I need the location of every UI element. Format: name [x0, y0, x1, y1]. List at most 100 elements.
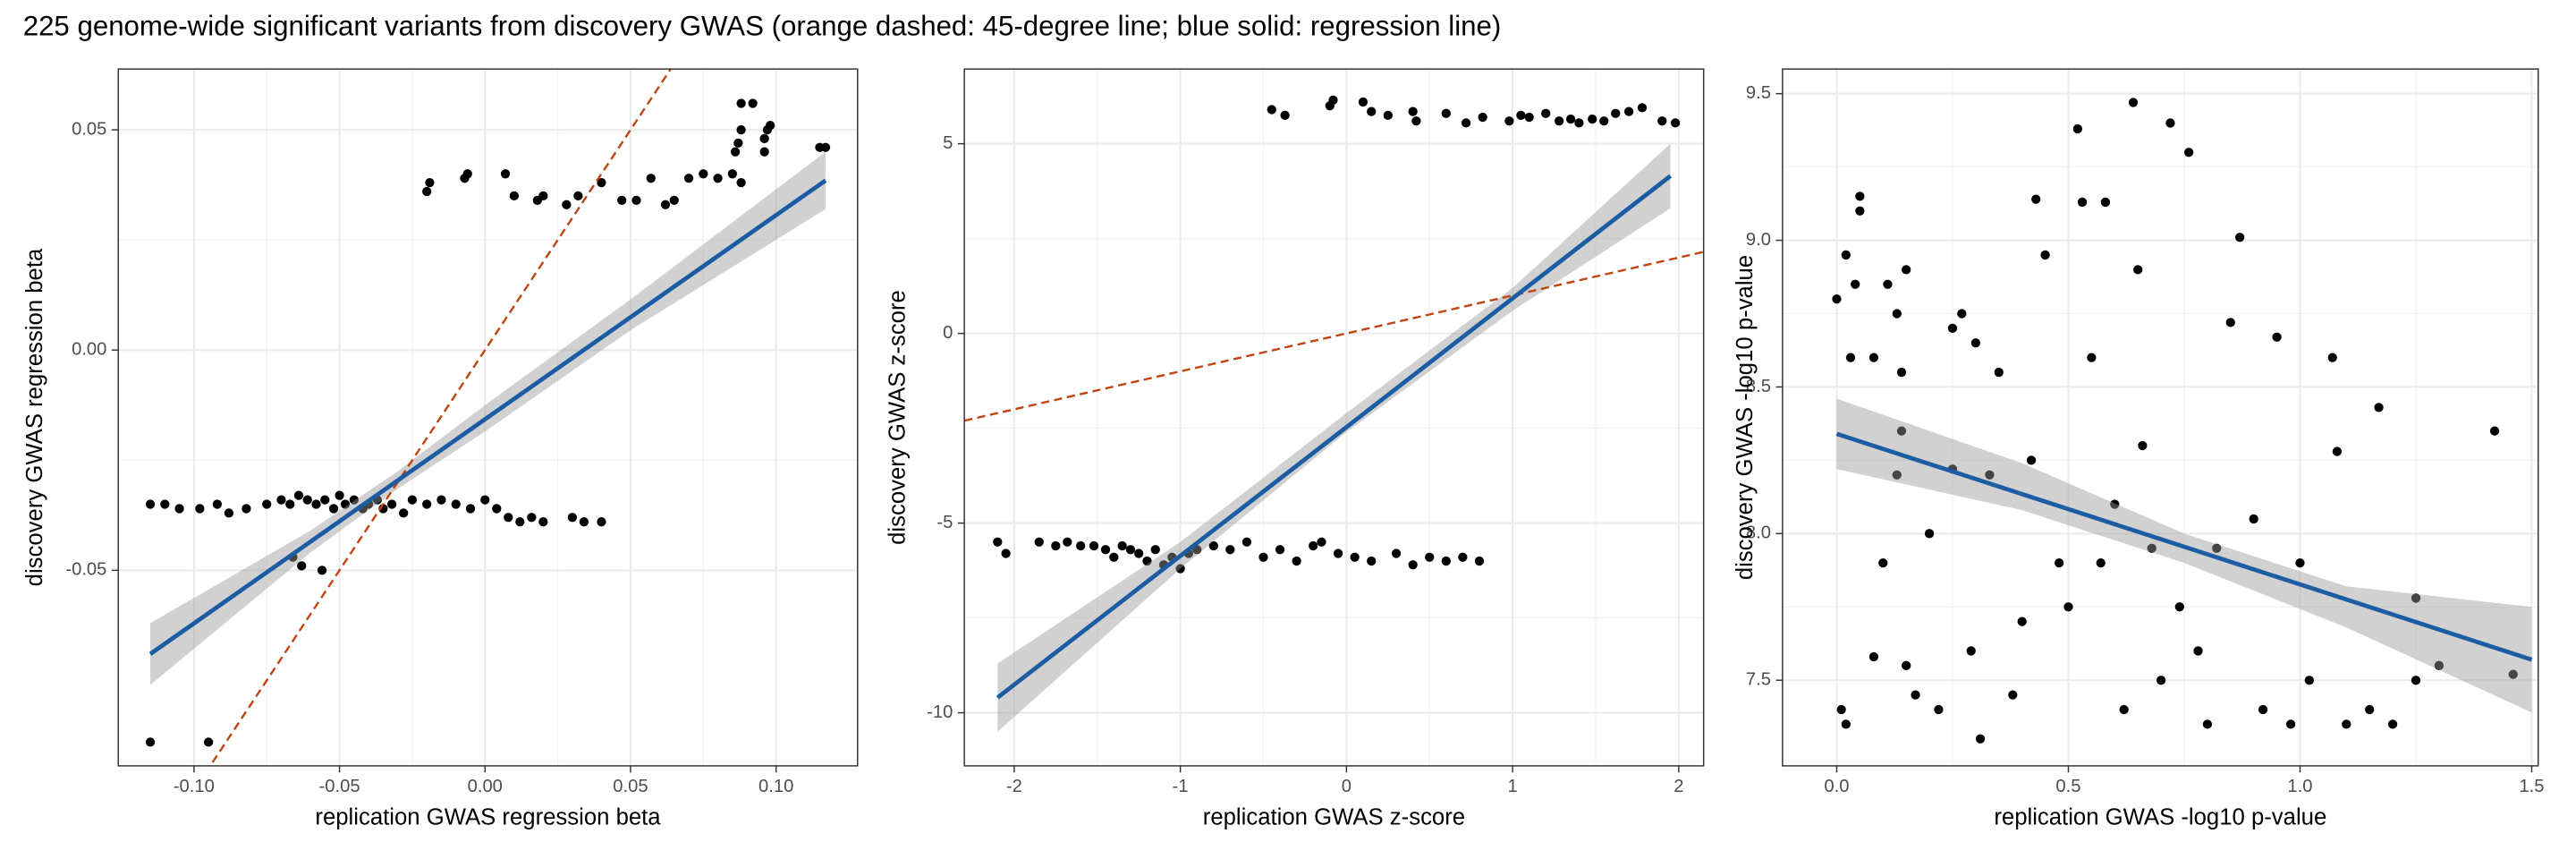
x-tick-label: 1: [1507, 777, 1517, 796]
point: [1883, 279, 1893, 289]
y-tick-label: 0.05: [72, 119, 106, 139]
y-tick-label: 0.00: [72, 340, 106, 360]
point: [1670, 118, 1681, 128]
point: [422, 186, 432, 197]
point: [1142, 556, 1152, 566]
point: [1970, 338, 1981, 348]
point: [759, 147, 769, 157]
point: [2063, 602, 2073, 612]
point: [293, 490, 304, 500]
point: [1458, 552, 1468, 562]
point: [2156, 676, 2166, 685]
point: [617, 195, 627, 205]
regression-line: [148, 178, 827, 656]
regression-line: [996, 174, 1673, 700]
y-tick-label: 8.5: [1746, 377, 1771, 396]
point: [160, 499, 170, 509]
point: [1524, 112, 1534, 123]
point: [1565, 114, 1576, 124]
point: [2285, 719, 2296, 729]
point: [597, 178, 606, 188]
point: [1275, 545, 1285, 555]
x-tick-label: -2: [1006, 777, 1022, 796]
x-tick-label: 1.0: [2287, 777, 2312, 796]
point: [425, 178, 435, 188]
point: [1125, 545, 1136, 555]
point: [1588, 114, 1597, 124]
point: [1599, 116, 1609, 126]
point: [297, 561, 307, 571]
point: [1391, 549, 1402, 558]
point: [2508, 669, 2518, 679]
point: [320, 495, 330, 505]
point: [2138, 440, 2148, 451]
point: [386, 499, 397, 509]
y-axis-title: discovery GWAS -log10 p-value: [1733, 255, 1758, 580]
point: [1089, 540, 1099, 551]
point: [1851, 279, 1860, 289]
point: [203, 737, 214, 747]
point: [349, 495, 359, 505]
panel-border: [1782, 68, 2539, 767]
point: [224, 508, 234, 518]
x-tick-label: 0.5: [2055, 777, 2080, 796]
point: [2174, 602, 2184, 612]
point: [2387, 719, 2398, 729]
point: [567, 513, 578, 523]
point: [1441, 556, 1451, 566]
point: [759, 133, 769, 144]
y-axis-title: discovery GWAS z-score: [885, 290, 910, 545]
x-tick-label: -0.05: [319, 777, 360, 796]
point: [2365, 704, 2375, 715]
point: [1896, 367, 1907, 378]
point: [1947, 323, 1958, 334]
point: [515, 517, 525, 527]
point: [1333, 549, 1343, 558]
point: [1994, 367, 2004, 378]
point: [212, 499, 223, 509]
x-tick-label: 0: [1342, 777, 1352, 796]
point: [2434, 660, 2445, 670]
point: [242, 504, 251, 514]
point: [538, 517, 548, 527]
point: [2128, 98, 2139, 107]
point: [1841, 719, 1851, 729]
point: [1134, 549, 1144, 558]
point: [1001, 549, 1011, 558]
point: [1836, 704, 1846, 715]
point: [1878, 557, 1888, 568]
point: [2110, 499, 2120, 509]
point: [1309, 540, 1318, 551]
point: [2133, 265, 2143, 275]
point: [311, 499, 321, 509]
y-tick-label: -0.05: [65, 560, 106, 580]
point: [699, 169, 708, 179]
panel-border: [117, 68, 859, 767]
point: [492, 504, 502, 514]
x-tick-label: -0.10: [174, 777, 215, 796]
point: [1966, 646, 1976, 656]
point: [727, 169, 737, 179]
panel-border: [963, 68, 1705, 767]
point: [1076, 540, 1086, 551]
point: [509, 191, 519, 201]
point: [2258, 704, 2268, 715]
point: [1985, 470, 1995, 480]
y-axis-title: discovery GWAS regression beta: [22, 248, 47, 586]
point: [1868, 651, 1879, 662]
point: [2096, 557, 2106, 568]
point: [1902, 660, 1911, 670]
point: [504, 513, 513, 523]
point: [597, 517, 606, 527]
reference-line: [964, 251, 1704, 422]
y-tick-label: 5: [943, 133, 953, 153]
point: [1845, 353, 1856, 362]
point: [195, 504, 205, 514]
point: [1063, 537, 1072, 547]
point: [766, 121, 775, 131]
point: [2249, 514, 2258, 524]
point: [748, 98, 758, 108]
panel: 0.0 0.5 1.0 1.5 7.5 8.0 8.5 9.0 9.5 replication G…: [1733, 68, 2545, 829]
